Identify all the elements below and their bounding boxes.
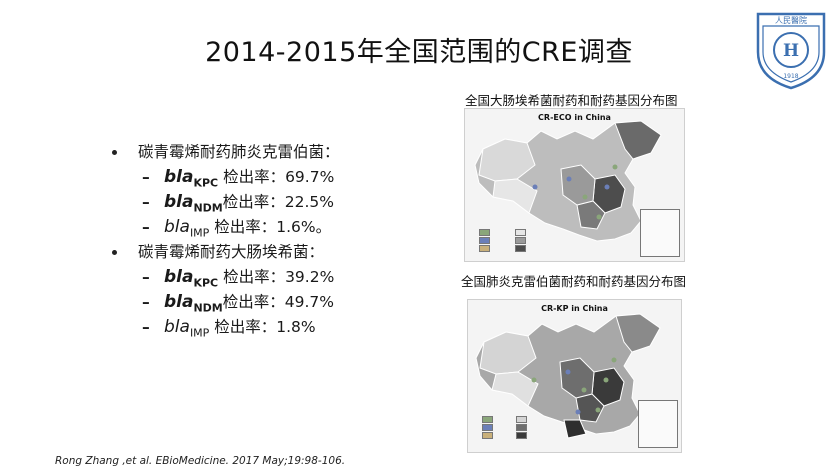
slide-title: 2014-2015年全国范围的CRE调查 [205, 37, 633, 68]
hospital-logo: H 1918 人民醫院 [756, 12, 826, 90]
kp-map-label: CR-KP in China [541, 304, 608, 313]
legend-swatch [515, 229, 526, 236]
legend-swatch [516, 416, 527, 423]
eco-china-map-image [474, 120, 662, 242]
gene-name: blaNDM检出率：49.7% [164, 292, 335, 315]
bullet-icon [112, 250, 117, 255]
svg-text:1918: 1918 [783, 73, 798, 80]
dash-icon: – [142, 218, 150, 236]
kp-kpc-row: – blaKPC 检出率：69.7% [112, 165, 412, 190]
legend-swatch [482, 424, 493, 431]
kp-ndm-row: – blaNDM检出率：22.5% [112, 190, 412, 215]
rate-text: 检出率：49.7% [222, 293, 335, 311]
legend-swatch [479, 245, 490, 252]
dash-icon: – [142, 318, 150, 336]
rate-text: 检出率：69.7% [218, 168, 335, 186]
gene-name: blaIMP 检出率：1.6%。 [164, 217, 332, 240]
south-china-sea-inset [640, 209, 680, 257]
gene-name: blaKPC 检出率：69.7% [164, 167, 335, 190]
eco-map-caption: 全国大肠埃希菌耐药和耐药基因分布图 [465, 93, 678, 108]
kp-map-caption: 全国肺炎克雷伯菌耐药和耐药基因分布图 [461, 274, 687, 289]
gene-name: blaNDM检出率：22.5% [164, 192, 335, 215]
rate-text: 检出率：1.6%。 [209, 218, 332, 236]
eco-map-label: CR-ECO in China [538, 113, 611, 122]
dash-icon: – [142, 293, 150, 311]
dash-icon: – [142, 193, 150, 211]
svg-text:人民醫院: 人民醫院 [775, 15, 807, 25]
eco-heading: 碳青霉烯耐药大肠埃希菌： [138, 243, 325, 261]
gene-name: blaKPC 检出率：39.2% [164, 267, 335, 290]
eco-heading-row: 碳青霉烯耐药大肠埃希菌： [112, 240, 412, 265]
kp-imp-row: – blaIMP 检出率：1.6%。 [112, 215, 412, 240]
eco-kpc-row: – blaKPC 检出率：39.2% [112, 265, 412, 290]
kp-heading: 碳青霉烯耐药肺炎克雷伯菌： [138, 143, 340, 161]
kp-map: CR-KP in China [467, 299, 682, 453]
rate-text: 检出率：1.8% [209, 318, 316, 336]
south-china-sea-inset [638, 400, 678, 448]
eco-map: CR-ECO in China [464, 108, 685, 262]
legend-swatch [515, 237, 526, 244]
legend-swatch [515, 245, 526, 252]
legend-swatch [516, 432, 527, 439]
legend-swatch [516, 424, 527, 431]
bullet-icon [112, 150, 117, 155]
eco-ndm-row: – blaNDM检出率：49.7% [112, 290, 412, 315]
citation: Rong Zhang ,et al. EBioMedicine. 2017 Ma… [55, 455, 346, 467]
eco-imp-row: – blaIMP 检出率：1.8% [112, 315, 412, 340]
dash-icon: – [142, 168, 150, 186]
legend-swatch [482, 416, 493, 423]
legend-swatch [479, 237, 490, 244]
dash-icon: – [142, 268, 150, 286]
findings-list: 碳青霉烯耐药肺炎克雷伯菌： – blaKPC 检出率：69.7% – blaND… [112, 140, 412, 340]
legend-swatch [482, 432, 493, 439]
gene-name: blaIMP 检出率：1.8% [164, 317, 316, 340]
rate-text: 检出率：22.5% [222, 193, 335, 211]
legend-swatch [479, 229, 490, 236]
rate-text: 检出率：39.2% [218, 268, 335, 286]
kp-heading-row: 碳青霉烯耐药肺炎克雷伯菌： [112, 140, 412, 165]
kp-china-map-image [475, 313, 661, 439]
svg-text:H: H [783, 41, 799, 61]
